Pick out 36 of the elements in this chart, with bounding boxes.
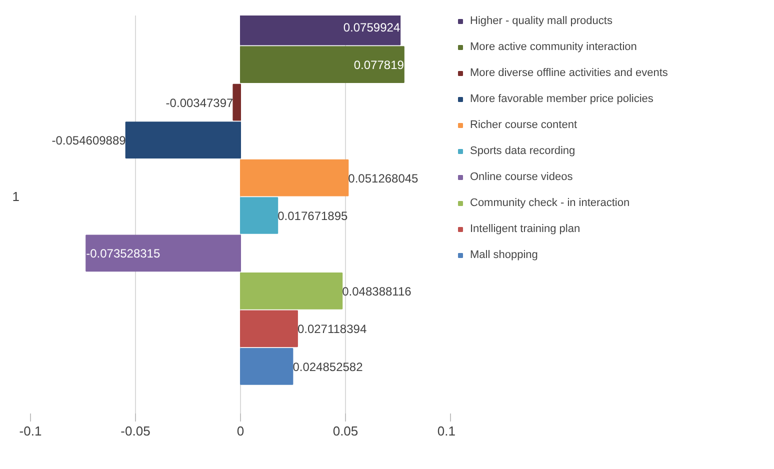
data-label: -0.054609889 [52,134,126,148]
x-tick-label: 0 [236,424,244,438]
legend-label: More diverse offline activities and events [470,67,668,79]
legend-label: Intelligent training plan [470,223,580,235]
legend-label: Higher - quality mall products [470,15,612,27]
legend-label: Richer course content [470,119,577,131]
bar [240,16,401,46]
bar [232,84,241,121]
bar [240,46,404,83]
data-label: 0.027118394 [297,322,367,336]
data-label: 0.017671895 [278,209,348,223]
x-tick-label: -0.1 [19,424,42,438]
bar [240,197,278,234]
bar [86,234,241,272]
data-label: 0.0759924 [343,20,400,34]
legend-label: More active community interaction [470,41,637,53]
data-label: -0.00347397 [166,96,234,110]
data-label: -0.073528315 [86,246,160,261]
y-tick-label: 1 [12,189,20,204]
x-tick-label: 0.05 [332,424,358,438]
data-label: 0.051268045 [348,171,419,186]
legend-label: Community check - in interaction [470,197,630,209]
bar [240,310,298,348]
bar [125,122,241,158]
data-label: 0.048388116 [342,284,412,298]
data-label: 0.024852582 [292,360,364,374]
bar [240,272,343,310]
x-tick-label: 0.1 [437,424,456,438]
legend-label: Mall shopping [470,249,538,261]
bar [240,159,349,196]
data-label: 0.077819 [354,58,404,72]
bar [240,348,294,385]
legend-label: Sports data recording [470,145,576,157]
legend-label: Online course videos [470,171,573,183]
x-tick-label: -0.05 [120,424,150,438]
legend-label: More favorable member price policies [470,93,654,105]
